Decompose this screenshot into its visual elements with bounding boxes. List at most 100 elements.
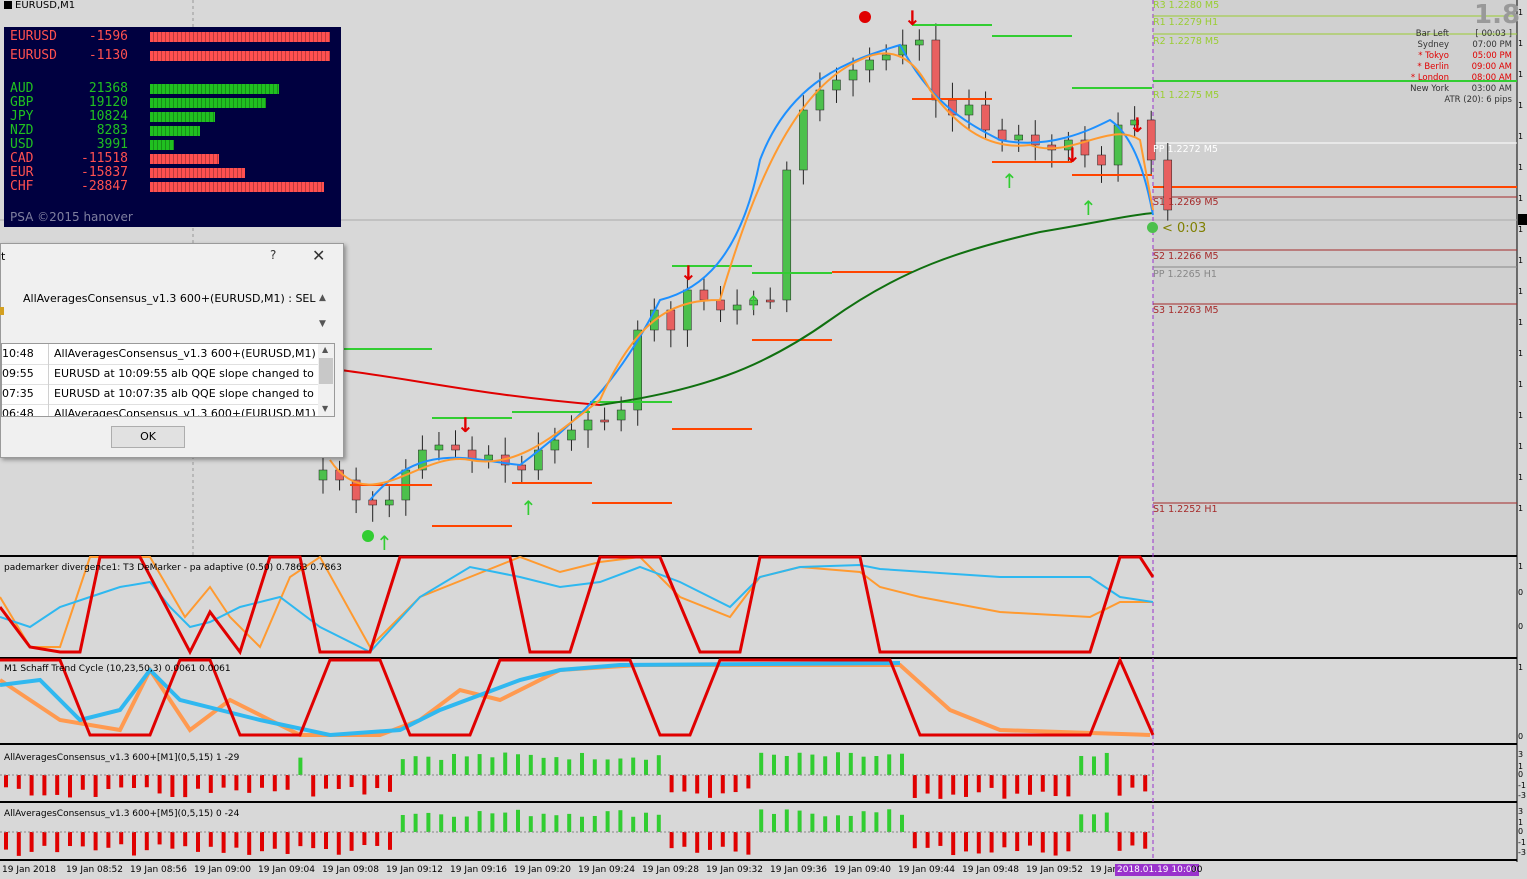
consensus-bar-down <box>157 832 162 845</box>
message-scroll-up-icon[interactable]: ▲ <box>319 293 326 303</box>
consensus-bar-up <box>1092 814 1096 832</box>
consensus-bar-down <box>1130 775 1135 788</box>
help-button[interactable]: ? <box>270 248 277 262</box>
consensus-bar-up <box>439 814 444 832</box>
sell-arrow-icon: ↓ <box>680 261 697 285</box>
consensus-bar-down <box>989 775 994 788</box>
consensus-bar-up <box>618 810 623 832</box>
time-axis-label: 19 Jan 09:16 <box>450 865 507 875</box>
consensus-bar-up <box>772 813 776 832</box>
consensus-bar-down <box>362 775 367 795</box>
consensus-bar-up <box>836 815 840 832</box>
candle-body <box>418 449 427 471</box>
indicator-axis-tick: -3 <box>1518 848 1526 857</box>
consensus-bar-up <box>400 759 405 775</box>
consensus-bar-down <box>976 832 981 854</box>
consensus-bar-up <box>656 814 661 832</box>
candle-body <box>517 464 527 471</box>
consensus-bar-down <box>964 775 968 797</box>
time-axis-label: 19 Jan 09:44 <box>898 865 955 875</box>
strength-bar <box>150 112 215 122</box>
consensus-bar-down <box>669 832 674 849</box>
session-time: 09:00 AM <box>1471 62 1512 72</box>
price-axis-tick: 1 <box>1518 256 1524 265</box>
time-cursor-label: 2018.01.19 10:00 <box>1115 864 1200 876</box>
strength-bar <box>150 182 324 192</box>
close-button[interactable]: ✕ <box>312 246 326 265</box>
alert-text: AllAveragesConsensus_v1.3 600+(EURUSD,M1… <box>54 407 318 417</box>
consensus-bar-up <box>759 752 764 775</box>
currency-value: 21368 <box>88 81 128 96</box>
time-axis-label: 19 Jan 09:12 <box>386 865 443 875</box>
time-cursor-tail: 00 <box>1191 865 1203 875</box>
indicator-axis-tick: 0 <box>1518 770 1524 779</box>
consensus-bar-up <box>413 813 418 832</box>
alert-list-item[interactable]: 07:35 EURUSD at 10:07:35 alb QQE slope ch… <box>2 384 318 405</box>
bar-left-value: [ 00:03 ] <box>1475 29 1512 39</box>
candle-body <box>732 304 742 311</box>
schaff-signal-line <box>0 656 1155 737</box>
currency-name: GBP <box>10 95 34 110</box>
consensus-bar-down <box>938 775 943 799</box>
demarker-signal-line <box>0 555 1155 656</box>
candle-body <box>451 444 460 451</box>
currency-name: NZD <box>10 123 34 138</box>
consensus-bar-up <box>464 756 469 775</box>
candle-body <box>931 39 941 101</box>
candle-body <box>1014 134 1023 141</box>
alert-dialog[interactable]: t ? ✕ AllAveragesConsensus_v1.3 600+(EUR… <box>0 243 344 458</box>
consensus-bar-down <box>708 832 712 850</box>
list-scrollbar[interactable]: ▲ ▼ <box>318 344 334 416</box>
consensus-bar-down <box>247 832 252 855</box>
alert-list-item[interactable]: 10:48 AllAveragesConsensus_v1.3 600+(EURU… <box>2 344 318 365</box>
list-scroll-thumb[interactable] <box>319 358 333 384</box>
message-scroll-down-icon[interactable]: ▼ <box>319 319 326 329</box>
bar-left-label: Bar Left <box>1415 29 1449 39</box>
consensus-bar-down <box>55 775 60 795</box>
bar-countdown: < 0:03 <box>1162 221 1207 236</box>
session-name: * Tokyo <box>1418 51 1449 61</box>
consensus-bar-down <box>388 775 392 792</box>
slow-ma-red <box>339 369 601 406</box>
spread-value: 1.8 <box>1474 0 1521 30</box>
currency-value: -28847 <box>81 179 128 194</box>
alert-list-item[interactable]: 09:55 EURUSD at 10:09:55 alb QQE slope ch… <box>2 364 318 385</box>
indicator-axis-tick: -1 <box>1518 781 1526 790</box>
consensus-bar-up <box>900 814 904 832</box>
sell-arrow-icon: ↓ <box>457 413 474 437</box>
time-axis-label: 19 Jan 09:40 <box>834 865 891 875</box>
indicator-axis-tick: 1 <box>1518 762 1524 771</box>
consensus-bar-down <box>925 832 930 848</box>
consensus-bar-down <box>938 832 943 846</box>
list-scroll-up-icon[interactable]: ▲ <box>322 345 329 354</box>
ok-button[interactable]: OK <box>111 426 185 448</box>
list-scroll-down-icon[interactable]: ▼ <box>322 404 329 413</box>
currency-value: -1596 <box>88 29 128 44</box>
consensus-bar-down <box>183 775 188 798</box>
alert-time: 10:48 <box>2 347 34 360</box>
consensus-bar-up <box>1092 756 1096 775</box>
consensus-bar-up <box>452 816 456 832</box>
candle-body <box>782 169 792 301</box>
alert-list-item[interactable]: 06:48 AllAveragesConsensus_v1.3 600+(EURU… <box>2 404 318 417</box>
candle-body <box>981 104 990 131</box>
consensus-bar-down <box>912 832 917 849</box>
consensus-bar-down <box>247 775 252 793</box>
consensus-bar-up <box>784 809 789 832</box>
currency-name: EURUSD <box>10 48 57 63</box>
consensus-bar-up <box>503 812 508 832</box>
candle-body <box>865 59 874 71</box>
price-axis-tick: 1 <box>1518 287 1524 296</box>
consensus-bar-down <box>1015 832 1020 852</box>
consensus-bar-up <box>848 752 853 775</box>
consensus-bar-down <box>925 775 930 794</box>
consensus-bar-down <box>746 775 751 789</box>
time-axis-label: 19 Jan 09:36 <box>770 865 827 875</box>
consensus-bar-down <box>208 832 213 847</box>
strength-bar <box>150 84 279 94</box>
consensus-bar-down <box>1143 775 1148 792</box>
consensus-bar-down <box>42 775 47 796</box>
alert-history-list[interactable]: 10:48 AllAveragesConsensus_v1.3 600+(EURU… <box>1 343 335 417</box>
consensus-bar-down <box>68 832 72 847</box>
